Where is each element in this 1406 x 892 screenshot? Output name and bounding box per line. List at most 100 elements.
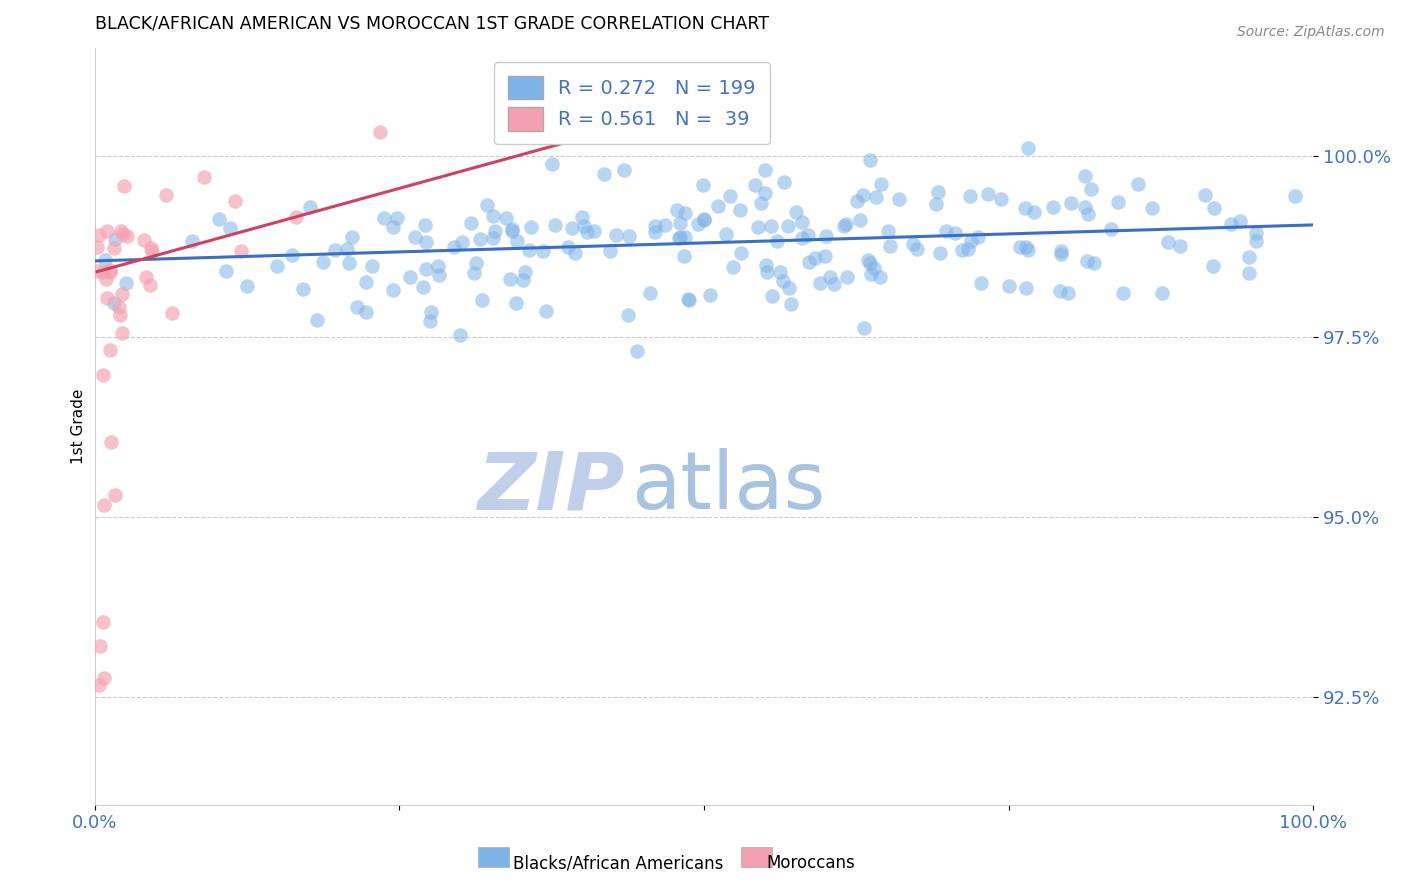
Point xyxy=(415,262,437,277)
Point xyxy=(415,235,437,250)
Point xyxy=(644,225,666,239)
Point xyxy=(1050,247,1073,261)
Point xyxy=(385,211,408,226)
Point xyxy=(91,615,114,629)
Point xyxy=(778,219,800,233)
Point xyxy=(484,224,506,238)
Point xyxy=(790,231,813,245)
Point xyxy=(1202,259,1225,273)
Point xyxy=(1083,256,1105,270)
Point xyxy=(859,153,882,168)
Point xyxy=(564,246,586,260)
Point xyxy=(96,292,118,306)
Point xyxy=(808,276,831,290)
Point xyxy=(730,245,752,260)
Point xyxy=(89,639,111,653)
Point xyxy=(1073,169,1095,184)
Point xyxy=(1157,235,1180,249)
Point xyxy=(236,279,259,293)
FancyBboxPatch shape xyxy=(478,847,509,867)
Point xyxy=(141,244,163,258)
Point xyxy=(340,230,363,244)
Point xyxy=(160,306,183,320)
Point xyxy=(858,253,880,268)
Point xyxy=(110,224,132,238)
Point xyxy=(956,242,979,256)
Point xyxy=(820,270,842,285)
Point xyxy=(998,278,1021,293)
Point xyxy=(824,277,846,292)
Point xyxy=(1014,281,1036,295)
Point xyxy=(427,259,450,273)
Point xyxy=(1008,240,1031,254)
Point xyxy=(605,228,627,243)
Point xyxy=(859,267,882,281)
Point xyxy=(531,244,554,258)
Point xyxy=(91,265,114,279)
Point xyxy=(832,219,855,234)
Point xyxy=(901,237,924,252)
Point xyxy=(755,258,778,272)
Point xyxy=(543,218,565,232)
Point xyxy=(859,256,882,270)
Point xyxy=(312,255,335,269)
Point xyxy=(718,189,741,203)
Point xyxy=(673,230,696,244)
Point xyxy=(427,268,450,283)
Point xyxy=(1042,200,1064,214)
Point xyxy=(780,297,803,311)
Point xyxy=(208,211,231,226)
Point xyxy=(778,281,800,295)
Point xyxy=(412,280,434,294)
Point xyxy=(498,272,520,286)
Point xyxy=(111,287,134,301)
Point xyxy=(977,186,1000,201)
Text: Moroccans: Moroccans xyxy=(766,855,855,872)
Point xyxy=(990,192,1012,206)
Point xyxy=(815,229,838,244)
Point xyxy=(747,220,769,235)
Point xyxy=(339,256,361,270)
Point xyxy=(960,234,983,248)
Point xyxy=(1017,141,1039,155)
Point xyxy=(231,244,253,259)
Point xyxy=(139,242,162,256)
Point xyxy=(1014,201,1036,215)
Point xyxy=(728,202,751,217)
Point xyxy=(475,198,498,212)
Point xyxy=(1112,286,1135,301)
Point xyxy=(617,308,640,322)
Point xyxy=(373,211,395,225)
Point xyxy=(501,221,523,235)
Point xyxy=(835,217,858,231)
Point xyxy=(869,269,891,284)
Point xyxy=(419,304,441,318)
Point xyxy=(96,271,118,285)
Point xyxy=(354,305,377,319)
Point xyxy=(482,209,505,223)
Y-axis label: 1st Grade: 1st Grade xyxy=(72,389,86,464)
Point xyxy=(1126,177,1149,191)
Point xyxy=(513,265,536,279)
Point xyxy=(517,243,540,257)
Point xyxy=(785,204,807,219)
Point xyxy=(571,210,593,224)
Point xyxy=(94,252,117,267)
Point xyxy=(1015,240,1038,254)
Point xyxy=(852,187,875,202)
Point xyxy=(644,219,666,234)
Point xyxy=(557,240,579,254)
Point xyxy=(876,224,898,238)
Point xyxy=(103,241,125,255)
Point xyxy=(754,186,776,200)
Point xyxy=(925,197,948,211)
Point xyxy=(772,175,794,189)
Point xyxy=(87,227,110,242)
Point xyxy=(1107,194,1129,209)
Point xyxy=(360,259,382,273)
Point xyxy=(299,200,322,214)
Point xyxy=(707,199,730,213)
Point xyxy=(766,234,789,248)
Point xyxy=(1076,253,1098,268)
Point xyxy=(368,124,391,138)
